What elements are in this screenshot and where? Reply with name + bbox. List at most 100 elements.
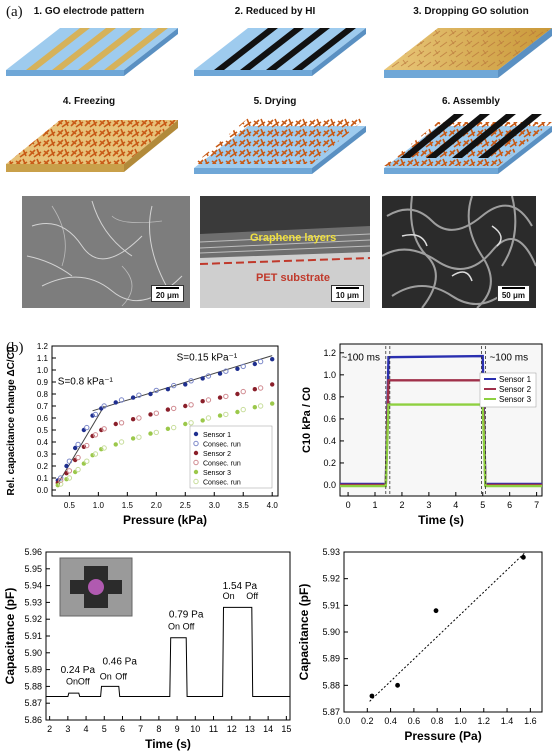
on-off-annotation: Off (246, 591, 258, 601)
x-tick-label: 8 (156, 724, 161, 734)
data-point (66, 468, 73, 474)
y-axis-label: C10 kPa / C0 (301, 387, 313, 453)
y-tick-label: 5.91 (322, 600, 340, 610)
y-axis-label: Rel. capacitance change ΔC/C0 (6, 346, 17, 495)
y-tick-label: 5.92 (24, 614, 42, 624)
x-tick-label: 0.0 (338, 716, 351, 726)
data-point (170, 405, 177, 412)
data-point (223, 393, 229, 400)
legend-label: Sensor 3 (499, 395, 532, 404)
x-tick-label: 3 (65, 724, 70, 734)
sem-image-surface: 20 μm (22, 196, 190, 308)
data-point (257, 358, 264, 365)
pressure-annotation: 0.46 Pa (102, 657, 137, 668)
annotation-slope-high: S=0.15 kPa⁻¹ (177, 352, 238, 363)
data-point (136, 392, 142, 398)
data-point (205, 397, 212, 403)
x-axis-label: Time (s) (145, 737, 191, 751)
plot-frame (339, 343, 543, 497)
data-point (118, 439, 125, 445)
data-point (153, 410, 160, 416)
legend-marker (193, 431, 199, 437)
x-tick-label: 2.0 (151, 501, 163, 510)
data-point (183, 421, 188, 427)
data-point (252, 361, 258, 367)
step-title-6: 6. Assembly (442, 96, 500, 107)
data-point (75, 441, 81, 448)
data-point (57, 475, 64, 481)
y-tick-label: 0.6 (37, 414, 49, 423)
data-point (148, 391, 153, 397)
x-tick-label: 1 (373, 500, 378, 510)
data-point (200, 399, 205, 404)
panel-label-a: (a) (6, 4, 23, 20)
y-tick-label: 1.0 (323, 370, 336, 380)
legend-label: Consec. run (203, 442, 241, 449)
y-tick-label: 5.93 (24, 597, 42, 607)
x-tick-label: 2.5 (180, 501, 192, 510)
data-point (257, 403, 264, 409)
y-tick-label: 1.1 (37, 354, 49, 363)
data-point (235, 409, 240, 415)
data-point (153, 387, 160, 394)
data-point (270, 382, 275, 387)
x-tick-label: 6 (507, 500, 512, 510)
x-tick-label: 9 (175, 724, 180, 734)
x-tick-label: 12 (227, 724, 237, 734)
data-point (240, 406, 246, 413)
y-tick-label: 5.88 (322, 680, 340, 690)
data-point (101, 403, 107, 409)
substrate-step-5 (194, 118, 366, 174)
data-point (257, 385, 264, 391)
data-point (92, 411, 99, 418)
data-point (223, 411, 229, 418)
data-point (130, 417, 136, 422)
y-tick-label: 0.4 (37, 438, 49, 447)
substrate-step-2 (194, 28, 366, 76)
series-line (46, 606, 290, 697)
x-tick-label: 11 (209, 724, 218, 734)
data-point (84, 458, 90, 464)
on-off-annotation: On (66, 677, 78, 687)
data-point (66, 475, 73, 481)
data-point (57, 481, 64, 487)
y-tick-label: 0.0 (37, 486, 49, 495)
sem-image-cross-section: Graphene layers PET substrate 10 μm (200, 196, 370, 308)
x-tick-label: 1.4 (501, 716, 514, 726)
on-off-annotation: Off (183, 621, 195, 631)
x-tick-label: 1.2 (478, 716, 491, 726)
legend-marker (193, 440, 199, 447)
data-point (57, 477, 64, 484)
data-point (81, 427, 87, 433)
data-point (165, 426, 171, 431)
fit-line-high (92, 355, 273, 412)
data-point (520, 554, 526, 560)
legend-label: Sensor 3 (203, 470, 231, 477)
chart-capacitance-time: 2 3 4 5 6 7 8 9 10 11 12 13 14 15 5.86 5.87 5.88 5.89 5.90… (3, 547, 291, 751)
x-axis-label: Time (s) (418, 513, 464, 527)
data-point (92, 432, 99, 438)
step-title-4: 4. Freezing (62, 96, 116, 107)
substrate-step-3 (384, 28, 552, 78)
chart-response-time: 0 1 2 3 4 5 6 7 0.0 0.2 0.4 0.6 0.8 1.0 1.2 Time (s) C10… (301, 343, 543, 527)
data-point (188, 378, 194, 384)
chart-capacitance-pressure: 0.0 0.2 0.4 0.6 0.8 1.0 1.2 1.4 1.6 5.87 5.88 5.89 5… (297, 547, 543, 743)
data-point (64, 463, 69, 469)
x-tick-label: 1.0 (93, 501, 105, 510)
data-point (84, 442, 90, 449)
x-tick-label: 4.0 (267, 501, 279, 510)
substrate-step-1 (6, 28, 178, 76)
x-tick-label: 0.4 (384, 716, 397, 726)
x-tick-label: 3.5 (238, 501, 250, 510)
data-point (130, 436, 136, 441)
y-tick-label: 5.90 (322, 627, 340, 637)
y-axis-label: Capacitance (pF) (297, 584, 311, 681)
x-tick-label: 7 (534, 500, 539, 510)
y-axis-label: Capacitance (pF) (3, 588, 17, 685)
x-tick-label: 0 (346, 500, 351, 510)
scale-bar-3: 50 μm (496, 285, 530, 302)
data-point (217, 413, 223, 418)
x-tick-label: 4 (453, 500, 458, 510)
pressure-annotation: 0.79 Pa (169, 610, 204, 621)
y-tick-label: 5.94 (24, 581, 42, 591)
